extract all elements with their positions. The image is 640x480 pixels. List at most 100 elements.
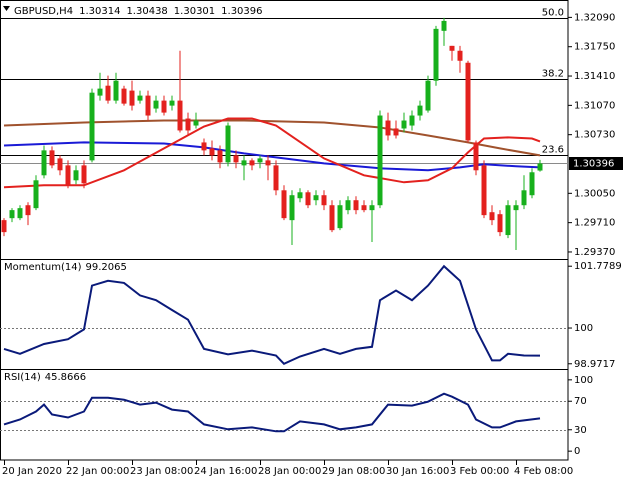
candle-body (113, 80, 119, 101)
y-tick-label: 98.9717 (574, 359, 615, 370)
y-tick-label: 100 (574, 375, 593, 386)
candle-body (129, 90, 135, 106)
indicator-title: Momentum(14) (4, 262, 82, 273)
symbol-title: GBPUSD,H4 (14, 6, 73, 17)
candle-body (17, 208, 23, 219)
indicator-value: 99.2065 (86, 262, 127, 273)
candle-body (521, 190, 527, 206)
candle-body (473, 142, 479, 171)
candle-body (537, 163, 543, 171)
indicator-value: 45.8666 (45, 372, 86, 383)
candle-body (1, 220, 7, 233)
candle-body (177, 100, 183, 131)
candle-body (513, 205, 519, 211)
candle-body (457, 50, 463, 61)
x-tick-label: 24 Jan 16:00 (194, 466, 257, 477)
x-tick-label: 29 Jan 08:00 (322, 466, 385, 477)
current-price-box (569, 157, 623, 170)
indicator-title: RSI(14) (4, 372, 41, 383)
y-tick-label: 101.7789 (574, 261, 622, 272)
candle-body (497, 214, 503, 233)
x-tick-label: 28 Jan 00:00 (258, 466, 321, 477)
candle-body (505, 205, 511, 236)
candle-body (25, 205, 31, 216)
candle-body (201, 142, 207, 151)
candle-body (409, 115, 415, 126)
candle-body (313, 195, 319, 201)
candle-body (481, 165, 487, 216)
candle-body (329, 205, 335, 231)
plot-frame (0, 0, 569, 461)
fib-label: 23.6 (542, 145, 564, 156)
y-tick-label: 30 (574, 425, 587, 436)
candle-body (489, 212, 495, 221)
fib-label: 50.0 (542, 8, 564, 19)
indicator-line (3, 117, 541, 189)
candle-body (321, 195, 327, 206)
candle-body (393, 128, 399, 136)
x-tick-label: 20 Jan 2020 (2, 466, 62, 477)
candle-body (225, 125, 231, 163)
candle-body (137, 95, 143, 101)
candle-body (57, 158, 63, 171)
header-close: 1.30396 (221, 6, 262, 17)
indicator-header: Momentum(14) 99.2065 (4, 262, 127, 273)
candle-body (465, 62, 471, 141)
y-tick-label: 0 (574, 446, 580, 457)
indicator-line (3, 119, 541, 157)
candle-body (233, 155, 239, 163)
candle-body (97, 88, 103, 96)
candle-body (105, 85, 111, 101)
y-tick-label: 100 (574, 323, 593, 334)
candle-body (153, 100, 159, 109)
y-tick-label: 1.31410 (574, 71, 615, 82)
candle-body (257, 158, 263, 163)
indicator-line (3, 392, 541, 433)
candle-body (353, 200, 359, 211)
candle-body (529, 172, 535, 196)
candle-body (73, 170, 79, 181)
candle-body (41, 150, 47, 176)
y-tick-label: 1.30730 (574, 130, 615, 141)
candle-body (249, 160, 255, 166)
candle-body (361, 205, 367, 211)
candle-body (289, 195, 295, 221)
header-high: 1.30438 (126, 6, 167, 17)
candle-body (217, 150, 223, 163)
candle-body (449, 45, 455, 51)
candle-body (241, 160, 247, 166)
candle-body (433, 28, 439, 81)
indicator-header: RSI(14) 45.8666 (4, 372, 86, 383)
y-tick-label: 70 (574, 396, 587, 407)
header-open: 1.30314 (79, 6, 120, 17)
candle-body (337, 205, 343, 229)
candle-body (425, 80, 431, 111)
current-price-label: 1.30396 (573, 159, 614, 170)
candle-body (305, 192, 311, 206)
y-tick-label: 1.29370 (574, 247, 615, 258)
candle-body (209, 148, 215, 156)
candle-body (369, 205, 375, 211)
x-tick-label: 30 Jan 16:00 (386, 466, 449, 477)
candle-body (169, 100, 175, 106)
menu-triangle (3, 6, 10, 11)
y-tick-label: 1.31750 (574, 42, 615, 53)
y-tick-label: 1.32090 (574, 12, 615, 23)
candle-body (193, 120, 199, 126)
x-tick-label: 22 Jan 00:00 (66, 466, 129, 477)
candle-body (9, 210, 15, 219)
indicator-line (3, 264, 541, 366)
candle-body (185, 118, 191, 131)
y-tick-label: 1.31070 (574, 100, 615, 111)
chart-header: GBPUSD,H4 1.30314 1.30438 1.30301 1.30396 (14, 6, 263, 17)
x-tick-label: 4 Feb 08:00 (514, 466, 573, 477)
candle-body (441, 20, 447, 31)
candle-body (345, 200, 351, 211)
candle-body (281, 190, 287, 219)
candle-body (385, 120, 391, 136)
x-tick-label: 3 Feb 00:00 (450, 466, 509, 477)
candle-body (145, 95, 151, 116)
x-tick-label: 23 Jan 08:00 (130, 466, 193, 477)
y-tick-label: 1.30050 (574, 188, 615, 199)
